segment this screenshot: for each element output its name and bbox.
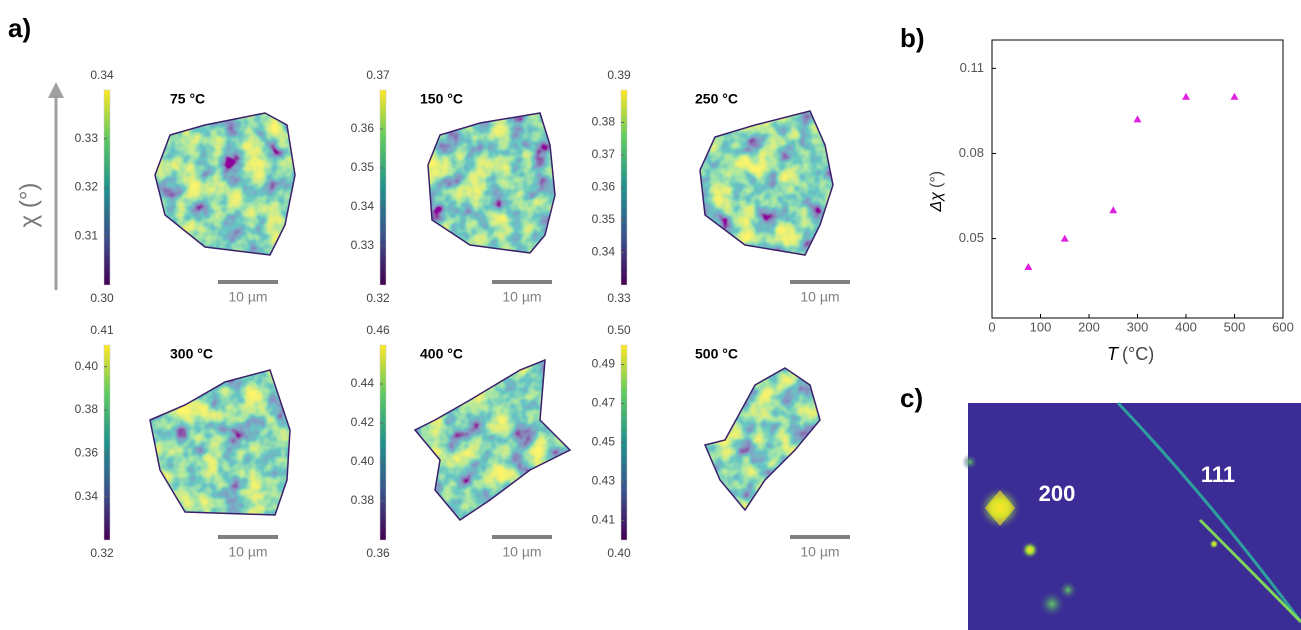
temperature-label: 250 °C	[695, 91, 738, 107]
colorbar-min-label: 0.40	[607, 546, 631, 560]
colorbar-tick-label: 0.40	[75, 359, 99, 373]
y-axis-symbol: Δχ	[928, 192, 945, 213]
temperature-label: 500 °C	[695, 346, 738, 362]
colorbar-tick-label: 0.36	[75, 446, 99, 460]
reflection-label: 111	[1201, 462, 1235, 487]
colorbar-tick-label: 0.33	[351, 238, 375, 252]
point	[1230, 92, 1239, 100]
panel-label: a)	[8, 13, 31, 43]
scale-bar-label: 10 µm	[502, 544, 541, 560]
panel-label: b)	[900, 23, 925, 53]
map-outline	[154, 112, 296, 256]
colorbar-tick-label: 0.35	[592, 212, 616, 226]
strain-map	[700, 111, 833, 255]
point	[1060, 234, 1069, 242]
colorbar-tick-label: 0.47	[592, 396, 616, 410]
colorbar-tick-label: 0.33	[75, 131, 99, 145]
x-tick-label: 300	[1127, 319, 1149, 334]
scale-bar-label: 10 µm	[228, 289, 267, 305]
colorbar-tick-label: 0.38	[592, 115, 616, 129]
colorbar-max-label: 0.37	[366, 68, 390, 82]
colorbar-tick-label: 0.37	[592, 147, 616, 161]
colorbar-tick-label: 0.45	[592, 435, 616, 449]
colorbar-tick-label: 0.36	[351, 121, 375, 135]
colorbar-tick-label: 0.31	[75, 228, 99, 242]
scale-bar-label: 10 µm	[800, 544, 839, 560]
colorbar-min-label: 0.30	[90, 291, 114, 305]
scale-bar-label: 10 µm	[502, 289, 541, 305]
colorbar-max-label: 0.46	[366, 323, 390, 337]
map-outline	[427, 112, 556, 254]
colorbar-tick-label: 0.43	[592, 474, 616, 488]
colorbar-max-label: 0.39	[607, 68, 631, 82]
diffraction-image: 200 111	[962, 401, 1301, 630]
point	[1109, 206, 1118, 214]
map-outline	[699, 110, 834, 256]
colorbar-tick-label: 0.32	[75, 180, 99, 194]
strain-map	[150, 370, 290, 515]
temperature-label: 75 °C	[170, 91, 205, 107]
colorbar-tick-label: 0.41	[592, 513, 616, 527]
axis-arrow-head	[48, 82, 64, 98]
map-outline	[703, 367, 821, 512]
colorbar-min-label: 0.36	[366, 546, 390, 560]
colorbar-tick-label: 0.35	[351, 160, 375, 174]
temperature-label: 400 °C	[420, 346, 463, 362]
colorbar-tick-label: 0.38	[75, 402, 99, 416]
y-tick-label: 0.11	[960, 60, 984, 75]
x-tick-label: 600	[1272, 319, 1294, 334]
map-axis-label: χ (°)	[15, 183, 42, 228]
scale-bar-label: 10 µm	[228, 544, 267, 560]
x-tick-label: 0	[988, 319, 995, 334]
map-outline	[413, 358, 572, 521]
strain-map	[705, 368, 820, 510]
scale-bar-label: 10 µm	[800, 289, 839, 305]
x-tick-label: 500	[1224, 319, 1246, 334]
x-tick-label: 100	[1030, 319, 1052, 334]
panel-label: c)	[900, 383, 923, 413]
x-axis-symbol: T	[1107, 344, 1120, 364]
point	[1024, 262, 1033, 270]
x-axis-unit: (°C)	[1122, 344, 1154, 364]
point	[1182, 92, 1190, 100]
colorbar-tick-label: 0.44	[351, 376, 375, 390]
colorbar-tick-label: 0.49	[592, 357, 616, 371]
x-tick-label: 400	[1175, 319, 1197, 334]
colorbar-tick-label: 0.36	[592, 180, 616, 194]
colorbar-min-label: 0.32	[366, 291, 390, 305]
point	[1133, 115, 1142, 123]
colorbar-tick-label: 0.34	[592, 245, 616, 259]
strain-map	[155, 113, 295, 255]
colorbar-max-label: 0.50	[607, 323, 631, 337]
colorbar-tick-label: 0.34	[75, 489, 99, 503]
colorbar-min-label: 0.32	[90, 546, 114, 560]
colorbar-tick-label: 0.42	[351, 415, 375, 429]
strain-map	[428, 113, 555, 253]
colorbar	[103, 344, 111, 541]
temperature-label: 150 °C	[420, 91, 463, 107]
y-tick-label: 0.08	[959, 145, 984, 160]
y-tick-label: 0.05	[959, 230, 984, 245]
colorbar-max-label: 0.34	[90, 68, 114, 82]
colorbar-min-label: 0.33	[607, 291, 631, 305]
temperature-label: 300 °C	[170, 346, 213, 362]
colorbar	[379, 89, 387, 286]
y-axis-unit: (°)	[928, 171, 945, 188]
colorbar-tick-label: 0.40	[351, 454, 375, 468]
colorbar	[379, 344, 387, 541]
plot-frame	[991, 39, 1284, 319]
map-outline	[149, 369, 291, 516]
colorbar-tick-label: 0.34	[351, 199, 375, 213]
colorbar-tick-label: 0.38	[351, 493, 375, 507]
x-tick-label: 200	[1078, 319, 1100, 334]
colorbar-max-label: 0.41	[90, 323, 114, 337]
reflection-label: 200	[1039, 481, 1076, 506]
